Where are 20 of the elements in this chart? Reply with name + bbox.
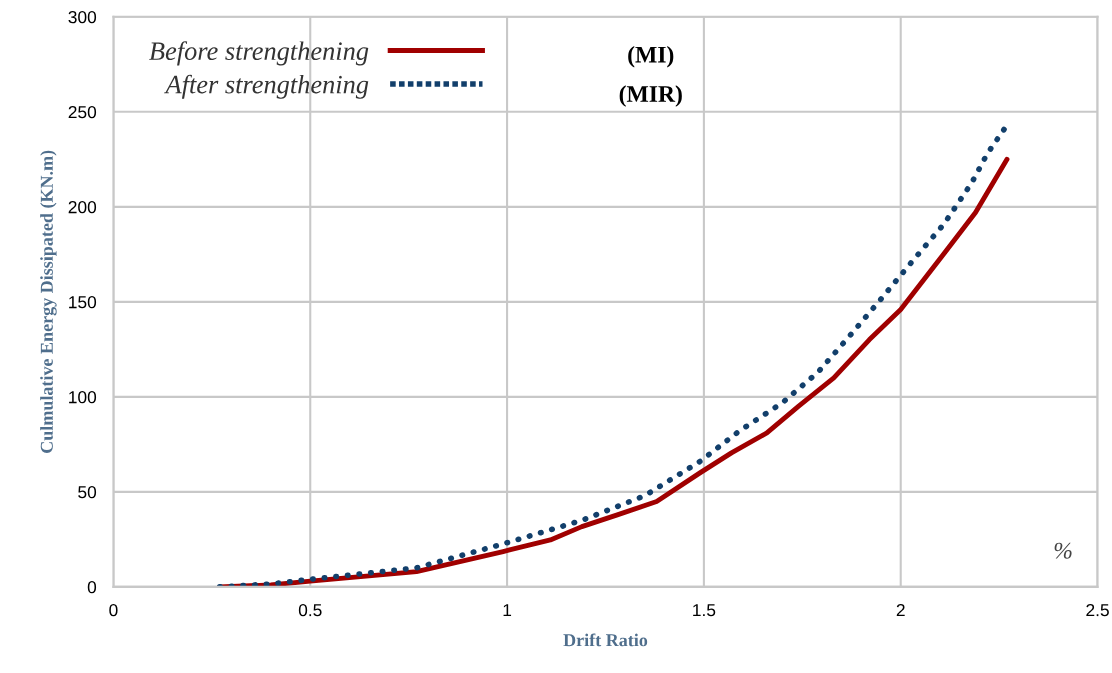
y-tick-label: 100 [69, 391, 97, 404]
x-tick-label: 2.5 [1086, 603, 1109, 617]
y-tick-label: 250 [68, 106, 97, 119]
legend-label: Before strengthening [149, 41, 369, 66]
x-tick-label: 0 [109, 603, 118, 617]
y-tick-label: 50 [78, 486, 97, 499]
annotation: % [1054, 542, 1072, 559]
x-axis-title: Drift Ratio [563, 633, 648, 647]
annotation: (MIR) [619, 85, 682, 107]
y-tick-label: 0 [87, 581, 97, 594]
legend-label: After strengthening [164, 74, 369, 99]
annotation: (MI) [628, 46, 674, 68]
x-tick-label: 0.5 [298, 603, 322, 617]
x-tick-label: 1.5 [693, 604, 716, 617]
y-tick-label: 300 [68, 10, 97, 24]
y-tick-label: 150 [69, 296, 97, 309]
y-axis-title: Culmulative Energy Dissipated (KN.m) [40, 150, 57, 453]
x-tick-label: 2 [896, 603, 905, 617]
y-tick-label: 200 [68, 201, 97, 214]
x-tick-label: 1 [503, 604, 512, 617]
